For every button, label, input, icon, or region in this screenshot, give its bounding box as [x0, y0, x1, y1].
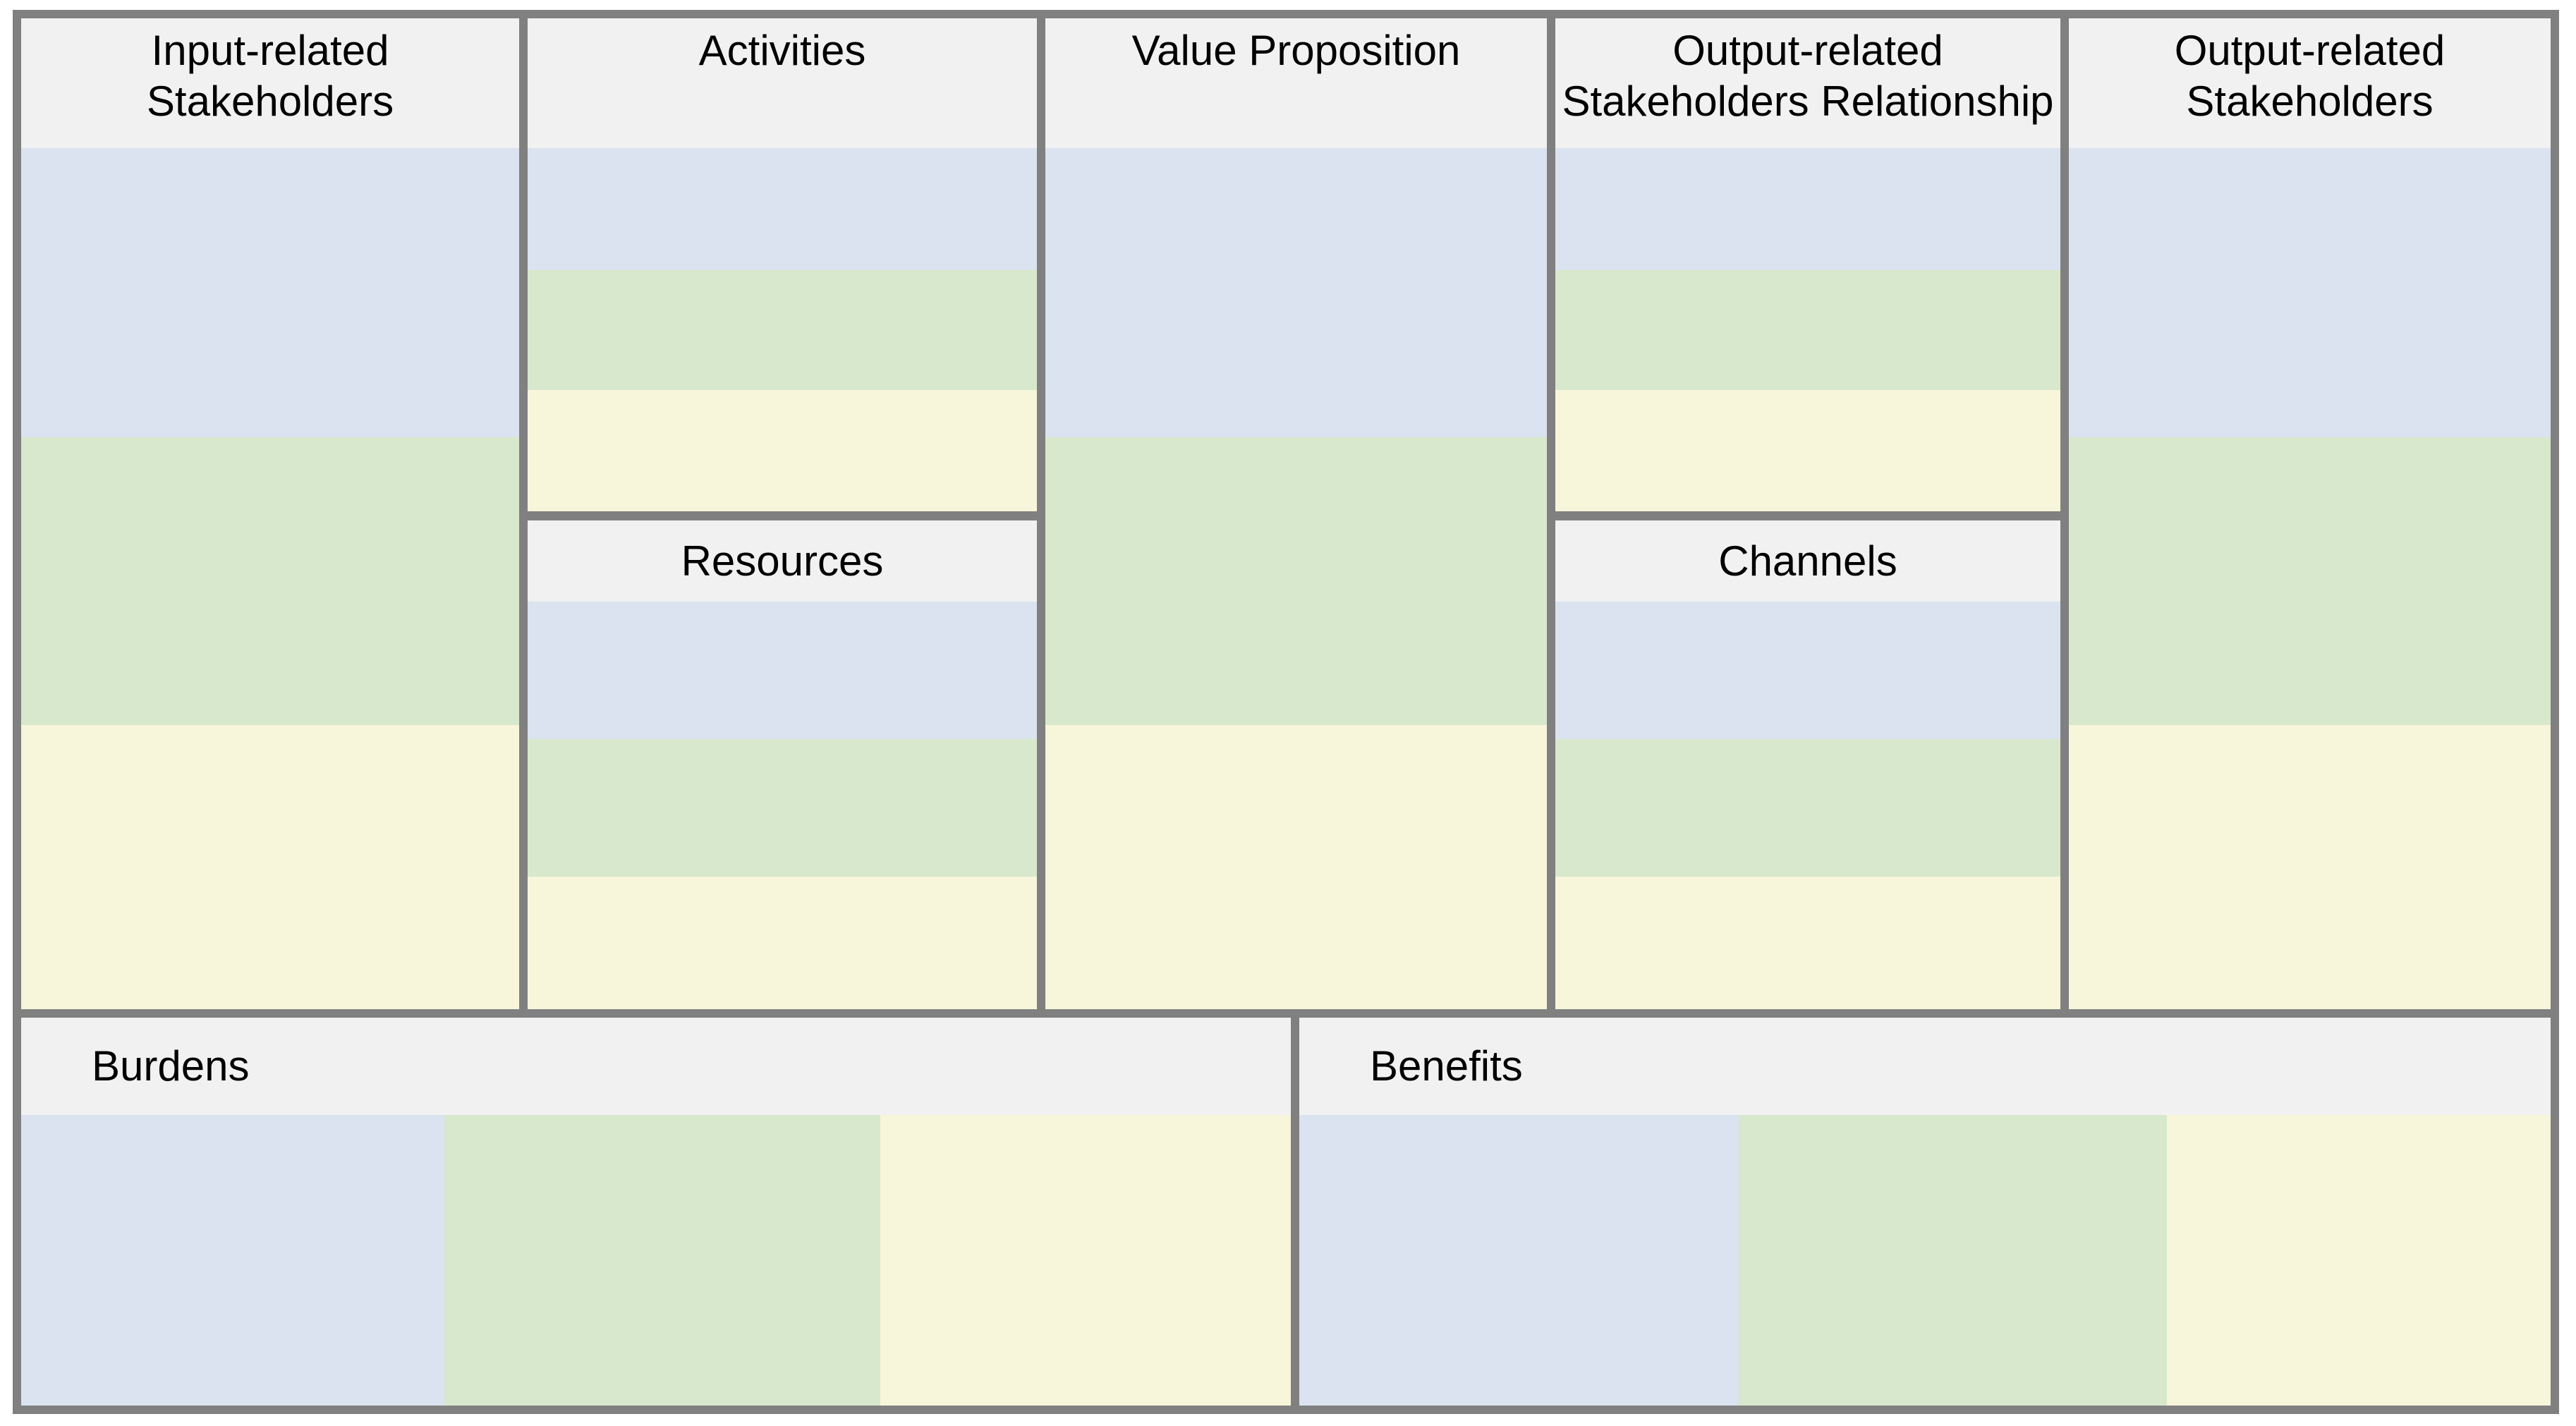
note-zone-green — [528, 270, 1037, 390]
title-line: Resources — [681, 537, 884, 585]
section-title-output-related-stakeholders: Output-related Stakeholders — [2069, 18, 2551, 148]
section-title-input-related-stakeholders: Input-related Stakeholders — [21, 18, 519, 148]
note-zone-blue — [1555, 148, 2060, 270]
title-line: Stakeholders Relationship — [1562, 78, 2054, 125]
note-zone-blue — [21, 148, 519, 437]
title-line: Channels — [1718, 537, 1897, 585]
title-line: Stakeholders — [2186, 78, 2434, 125]
note-zone-yellow — [2069, 725, 2551, 1009]
note-zone-blue — [21, 1115, 444, 1406]
section-title-output-related-stakeholders-relationship: Output-related Stakeholders Relationship — [1555, 18, 2060, 148]
note-zone-yellow — [528, 877, 1037, 1009]
section-value-proposition: Value Proposition — [1045, 18, 1547, 1009]
note-zone-green — [1045, 437, 1547, 725]
section-title-burdens: Burdens — [21, 1018, 1291, 1115]
section-burdens: Burdens — [21, 1018, 1291, 1406]
note-zone-yellow — [880, 1115, 1291, 1406]
section-activities: Activities — [528, 18, 1037, 511]
note-zone-green — [1739, 1115, 2167, 1406]
section-input-related-stakeholders: Input-related Stakeholders — [21, 18, 519, 1009]
burdens-note-zones — [21, 1115, 1291, 1406]
note-zone-green — [528, 739, 1037, 877]
note-zone-yellow — [21, 725, 519, 1009]
section-title-benefits: Benefits — [1299, 1018, 2551, 1115]
note-zone-blue — [1045, 148, 1547, 437]
title-line: Benefits — [1370, 1042, 1523, 1090]
note-zone-yellow — [1045, 725, 1547, 1009]
section-output-related-stakeholders: Output-related Stakeholders — [2069, 18, 2551, 1009]
note-zone-yellow — [1555, 877, 2060, 1009]
section-channels: Channels — [1555, 520, 2060, 1009]
note-zone-blue — [528, 148, 1037, 270]
note-zone-blue — [1299, 1115, 1739, 1406]
note-zone-green — [2069, 437, 2551, 725]
note-zone-blue — [2069, 148, 2551, 437]
title-line: Output-related — [2174, 27, 2446, 74]
note-zone-blue — [528, 602, 1037, 739]
section-title-activities: Activities — [528, 18, 1037, 148]
note-zone-green — [21, 437, 519, 725]
section-title-value-proposition: Value Proposition — [1045, 18, 1547, 148]
section-title-channels: Channels — [1555, 520, 2060, 602]
title-line: Output-related — [1672, 27, 1943, 74]
title-line: Burdens — [92, 1042, 250, 1090]
note-zone-green — [444, 1115, 880, 1406]
title-line: Value Proposition — [1131, 27, 1461, 74]
section-resources: Resources — [528, 520, 1037, 1009]
title-line: Activities — [698, 27, 866, 74]
note-zone-blue — [1555, 602, 2060, 739]
section-title-resources: Resources — [528, 520, 1037, 602]
note-zone-green — [1555, 739, 2060, 877]
title-line: Input-related — [151, 27, 389, 74]
section-output-related-stakeholders-relationship: Output-related Stakeholders Relationship — [1555, 18, 2060, 511]
note-zone-green — [1555, 270, 2060, 390]
stakeholder-business-model-canvas: Input-related Stakeholders Activities Re… — [13, 10, 2559, 1414]
benefits-note-zones — [1299, 1115, 2551, 1406]
note-zone-yellow — [2167, 1115, 2551, 1406]
note-zone-yellow — [528, 390, 1037, 511]
section-benefits: Benefits — [1299, 1018, 2551, 1406]
title-line: Stakeholders — [146, 78, 394, 125]
note-zone-yellow — [1555, 390, 2060, 511]
